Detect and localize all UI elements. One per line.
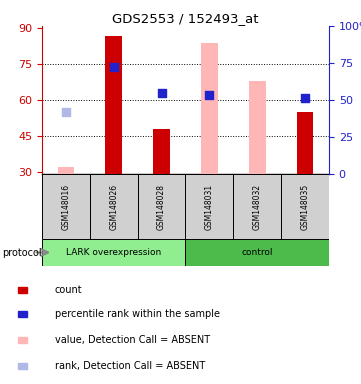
- Bar: [186, 174, 233, 239]
- Text: control: control: [242, 248, 273, 257]
- Text: rank, Detection Call = ABSENT: rank, Detection Call = ABSENT: [55, 361, 205, 371]
- Text: value, Detection Call = ABSENT: value, Detection Call = ABSENT: [55, 335, 210, 345]
- Point: [206, 92, 212, 98]
- Point: [302, 94, 308, 101]
- Bar: [42, 239, 186, 266]
- Bar: [18, 311, 27, 317]
- Bar: [153, 129, 170, 174]
- Point: [111, 63, 117, 70]
- Text: protocol: protocol: [2, 248, 42, 258]
- Bar: [42, 174, 90, 239]
- Bar: [105, 36, 122, 174]
- Bar: [297, 112, 313, 174]
- Bar: [18, 288, 27, 293]
- Bar: [186, 239, 329, 266]
- Text: LARK overexpression: LARK overexpression: [66, 248, 161, 257]
- Bar: [18, 363, 27, 369]
- Bar: [90, 174, 138, 239]
- Bar: [281, 174, 329, 239]
- Text: GSM148035: GSM148035: [301, 184, 310, 230]
- Bar: [18, 337, 27, 343]
- Bar: [138, 174, 186, 239]
- Bar: [249, 81, 266, 174]
- Text: GSM148031: GSM148031: [205, 184, 214, 230]
- Text: count: count: [55, 285, 82, 295]
- Bar: [201, 43, 218, 174]
- Point: [63, 109, 69, 115]
- Text: GSM148026: GSM148026: [109, 184, 118, 230]
- Bar: [57, 167, 74, 174]
- Bar: [233, 174, 281, 239]
- Text: GSM148032: GSM148032: [253, 184, 262, 230]
- Title: GDS2553 / 152493_at: GDS2553 / 152493_at: [112, 12, 259, 25]
- Point: [159, 90, 165, 96]
- Text: GSM148016: GSM148016: [61, 184, 70, 230]
- Text: percentile rank within the sample: percentile rank within the sample: [55, 309, 220, 319]
- Text: GSM148028: GSM148028: [157, 184, 166, 230]
